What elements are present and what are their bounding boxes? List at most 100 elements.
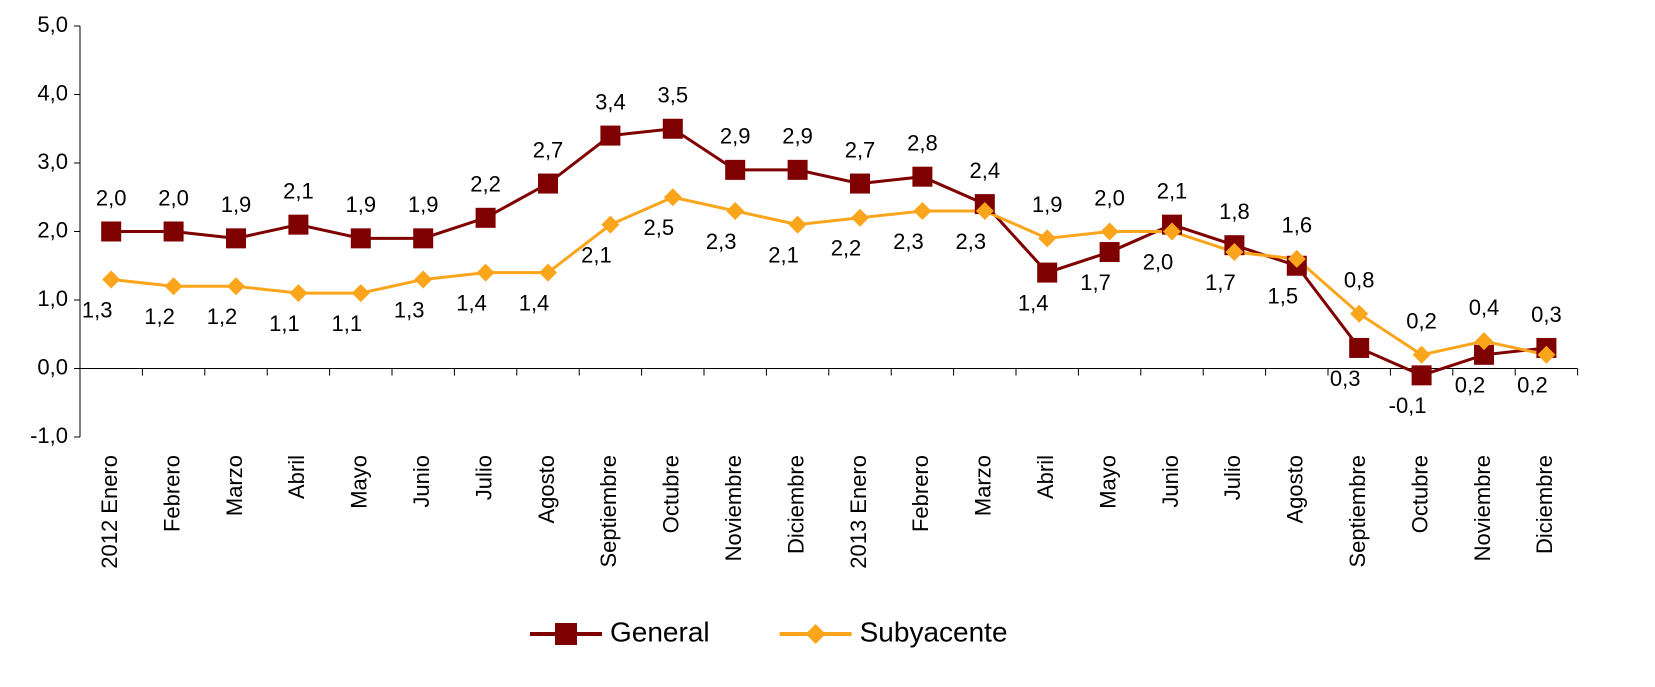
marker — [1537, 345, 1556, 364]
value-label: 2,3 — [706, 229, 737, 254]
value-label: 2,1 — [283, 178, 314, 203]
y-tick-label: 2,0 — [37, 217, 68, 242]
series-line — [111, 127, 1547, 377]
x-tick-label: Febrero — [908, 455, 933, 532]
marker — [600, 125, 621, 146]
y-tick-label: 5,0 — [37, 12, 68, 37]
marker — [663, 188, 682, 207]
value-label: 2,1 — [581, 242, 612, 267]
marker — [787, 159, 808, 180]
x-tick-label: Noviembre — [721, 455, 746, 561]
x-tick-label: Julio — [1220, 455, 1245, 500]
marker — [475, 207, 496, 228]
value-label: 1,2 — [144, 304, 175, 329]
value-label: 1,6 — [1282, 213, 1313, 238]
value-label: 2,7 — [533, 137, 564, 162]
marker — [539, 263, 557, 282]
marker — [1100, 222, 1119, 241]
marker — [164, 277, 183, 296]
marker — [1349, 337, 1370, 358]
value-label: 1,4 — [1018, 290, 1049, 315]
value-label: 2,3 — [893, 229, 924, 254]
value-label: 2,9 — [720, 124, 751, 149]
value-label: 1,1 — [332, 311, 363, 336]
value-label: 2,0 — [1143, 249, 1174, 274]
value-label: 2,1 — [768, 242, 799, 267]
x-tick-label: Marzo — [971, 455, 996, 516]
marker — [538, 173, 558, 194]
marker — [1475, 332, 1493, 351]
x-tick-label: Junio — [1158, 455, 1183, 508]
value-label: 0,3 — [1531, 302, 1562, 327]
marker — [913, 201, 932, 220]
value-label: 1,7 — [1080, 270, 1111, 295]
x-tick-label: 2012 Enero — [97, 455, 122, 569]
value-label: 1,9 — [221, 192, 252, 217]
marker — [726, 201, 745, 220]
value-label: 2,2 — [831, 236, 862, 261]
value-label: 0,4 — [1469, 295, 1500, 320]
value-label: 2,0 — [1094, 185, 1125, 210]
x-tick-label: Agosto — [1283, 455, 1308, 524]
value-label: -0,1 — [1389, 393, 1427, 418]
x-tick-label: Noviembre — [1470, 455, 1495, 561]
marker — [1225, 243, 1244, 262]
marker — [850, 173, 870, 194]
marker — [662, 118, 683, 139]
value-label: 2,8 — [907, 131, 938, 156]
y-tick-label: 4,0 — [37, 80, 68, 105]
marker — [1038, 229, 1057, 248]
value-label: 2,5 — [644, 215, 675, 240]
marker — [163, 221, 184, 242]
value-label: 1,1 — [269, 311, 300, 336]
x-tick-label: Agosto — [534, 455, 559, 524]
value-label: 2,3 — [956, 229, 987, 254]
value-label: 0,2 — [1455, 373, 1486, 398]
value-label: 1,4 — [456, 290, 487, 315]
x-tick-label: Junio — [409, 455, 434, 508]
x-tick-label: Mayo — [1095, 455, 1120, 509]
value-label: 2,7 — [845, 137, 876, 162]
marker — [851, 208, 869, 227]
value-label: 3,4 — [595, 89, 626, 114]
marker — [102, 270, 121, 289]
legend-label: General — [610, 616, 710, 647]
y-tick-label: 0,0 — [37, 354, 68, 379]
x-tick-label: Octubre — [659, 455, 684, 533]
x-tick-label: Diciembre — [1532, 455, 1557, 554]
marker — [227, 277, 245, 296]
marker — [476, 263, 495, 282]
legend-marker — [805, 624, 826, 644]
value-label: 1,2 — [207, 304, 238, 329]
x-tick-label: Diciembre — [783, 455, 808, 554]
value-label: 0,2 — [1517, 373, 1548, 398]
marker — [1037, 262, 1058, 283]
value-label: 1,9 — [346, 192, 377, 217]
value-label: 3,5 — [658, 83, 689, 108]
x-tick-label: Julio — [471, 455, 496, 500]
marker — [1287, 249, 1306, 268]
x-tick-label: 2013 Enero — [846, 455, 871, 569]
marker — [288, 214, 309, 235]
marker — [975, 201, 994, 220]
legend-label: Subyacente — [860, 616, 1008, 647]
marker — [1099, 242, 1120, 263]
value-label: 1,3 — [82, 297, 113, 322]
marker — [1163, 222, 1181, 241]
series-line — [111, 195, 1547, 357]
value-label: 2,1 — [1157, 178, 1188, 203]
value-label: 0,2 — [1406, 309, 1437, 334]
marker — [413, 228, 434, 249]
marker — [1350, 304, 1369, 323]
y-tick-label: 3,0 — [37, 149, 68, 174]
marker — [350, 228, 371, 249]
value-label: 2,4 — [970, 158, 1001, 183]
x-tick-label: Septiembre — [596, 455, 621, 568]
marker — [725, 159, 746, 180]
value-label: 1,9 — [1032, 192, 1063, 217]
value-label: 1,7 — [1205, 270, 1236, 295]
marker — [1412, 345, 1431, 364]
x-tick-label: Octubre — [1407, 455, 1432, 533]
marker — [101, 221, 122, 242]
